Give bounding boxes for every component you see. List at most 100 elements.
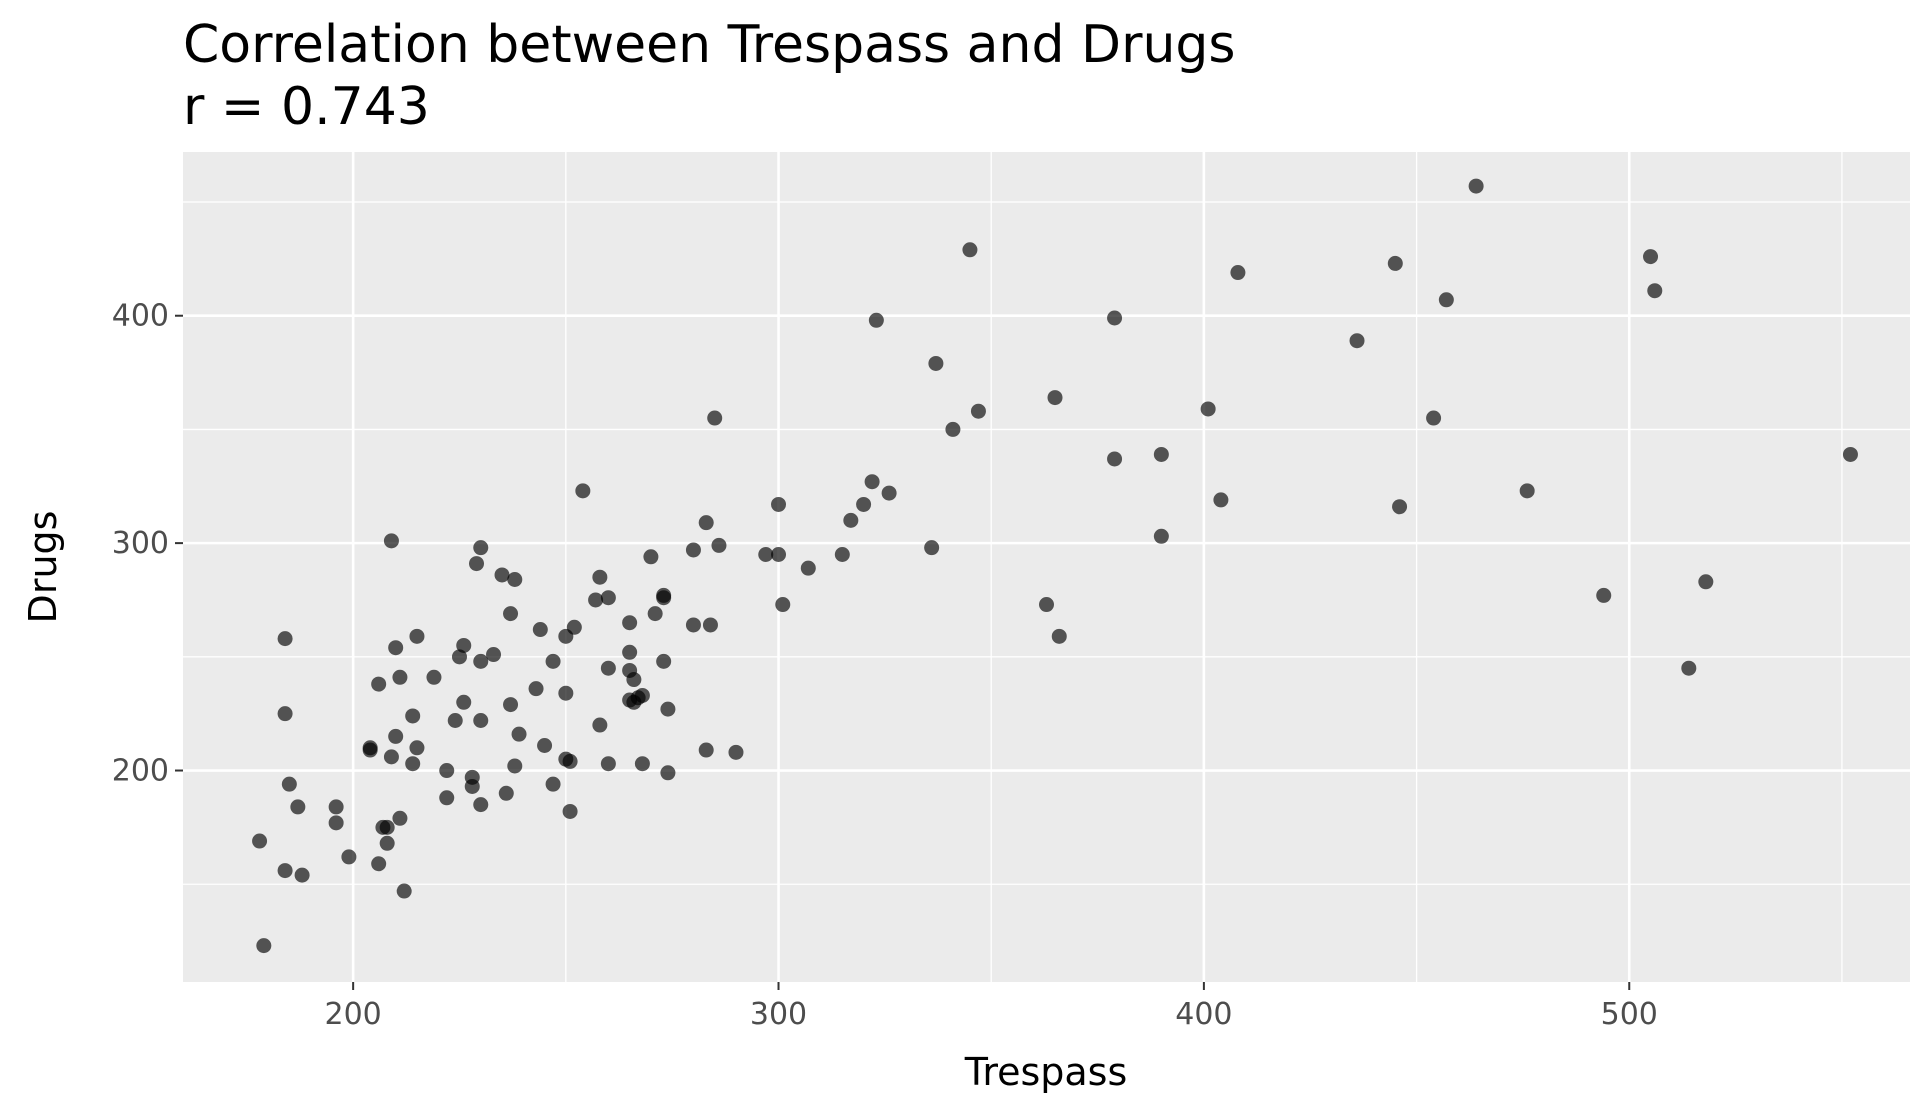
x-tick-label: 400 <box>1175 997 1232 1032</box>
data-point <box>371 676 387 692</box>
data-point <box>341 849 357 865</box>
data-point <box>537 738 553 754</box>
data-point <box>473 712 489 728</box>
data-point <box>800 560 816 576</box>
data-point <box>1153 528 1169 544</box>
data-point <box>464 769 480 785</box>
chart-title: Correlation between Trespass and Drugs <box>183 15 1236 75</box>
data-point <box>388 640 404 656</box>
data-point <box>392 669 408 685</box>
data-point <box>486 647 502 663</box>
data-point <box>711 537 727 553</box>
data-point <box>1051 628 1067 644</box>
data-point <box>1842 446 1858 462</box>
data-point <box>1039 597 1054 613</box>
data-point <box>647 606 663 622</box>
data-point <box>622 615 638 631</box>
major-gridlines <box>183 152 1910 982</box>
y-axis-ticks: 200 300 400 <box>112 299 183 789</box>
data-point <box>592 569 608 585</box>
data-point <box>600 590 616 606</box>
data-point <box>634 687 650 703</box>
data-point <box>562 803 578 819</box>
data-point <box>252 833 268 849</box>
data-point <box>1468 178 1484 194</box>
data-point <box>575 483 591 499</box>
data-point <box>1647 283 1663 299</box>
data-point <box>562 753 578 769</box>
data-point <box>451 649 467 665</box>
data-point <box>494 567 510 583</box>
data-point <box>277 631 293 647</box>
data-point <box>698 515 714 531</box>
data-point <box>1596 587 1612 603</box>
y-axis-title: Drugs <box>21 511 65 624</box>
data-point <box>626 672 642 688</box>
data-point <box>503 697 519 713</box>
data-point <box>1426 410 1442 426</box>
data-point <box>1107 310 1123 326</box>
data-point <box>1047 390 1063 406</box>
data-point <box>868 312 884 328</box>
data-point <box>592 717 608 733</box>
data-point <box>294 867 310 883</box>
data-point <box>379 819 395 835</box>
data-point <box>1153 446 1169 462</box>
data-point <box>1349 333 1365 349</box>
data-point <box>656 653 672 669</box>
data-point <box>1519 483 1535 499</box>
data-point <box>1438 292 1454 308</box>
data-point <box>473 540 489 556</box>
y-tick-label: 300 <box>112 526 169 561</box>
data-point <box>945 421 961 437</box>
data-point <box>409 740 425 756</box>
data-point <box>498 785 514 801</box>
data-point <box>532 622 548 638</box>
data-point <box>545 776 561 792</box>
data-point <box>1213 492 1229 508</box>
data-point <box>388 728 404 744</box>
data-point <box>281 776 297 792</box>
y-tick-label: 400 <box>112 299 169 334</box>
data-point <box>405 708 421 724</box>
data-point <box>970 403 986 419</box>
data-point <box>507 572 523 588</box>
x-axis-title: Trespass <box>964 1050 1128 1094</box>
data-point <box>685 542 701 558</box>
data-point <box>864 474 880 490</box>
data-point <box>439 790 455 806</box>
data-point <box>1681 660 1697 676</box>
data-point <box>600 660 616 676</box>
data-point <box>881 485 897 501</box>
data-point <box>685 617 701 633</box>
plot-panel <box>183 152 1910 982</box>
data-point <box>277 706 293 722</box>
data-point <box>379 835 395 851</box>
data-point <box>277 863 293 879</box>
data-point <box>707 410 723 426</box>
data-point <box>728 744 744 760</box>
data-point <box>456 694 472 710</box>
data-point <box>511 726 527 742</box>
data-point <box>928 355 944 371</box>
data-point <box>1643 249 1659 265</box>
data-point <box>702 617 718 633</box>
data-point <box>473 653 489 669</box>
data-point <box>622 644 638 660</box>
data-point <box>362 742 378 758</box>
data-point <box>473 797 489 813</box>
data-point <box>1698 574 1714 590</box>
chart-subtitle: r = 0.743 <box>183 77 430 137</box>
data-point <box>566 619 582 635</box>
data-point <box>256 938 272 954</box>
data-point <box>503 606 519 622</box>
data-point <box>660 765 676 781</box>
data-point <box>1392 499 1408 515</box>
data-points <box>252 178 1858 954</box>
data-point <box>834 546 850 562</box>
data-point <box>371 856 387 872</box>
data-point <box>409 628 425 644</box>
x-axis-ticks: 200 300 400 500 <box>325 982 1658 1032</box>
data-point <box>1107 451 1123 467</box>
